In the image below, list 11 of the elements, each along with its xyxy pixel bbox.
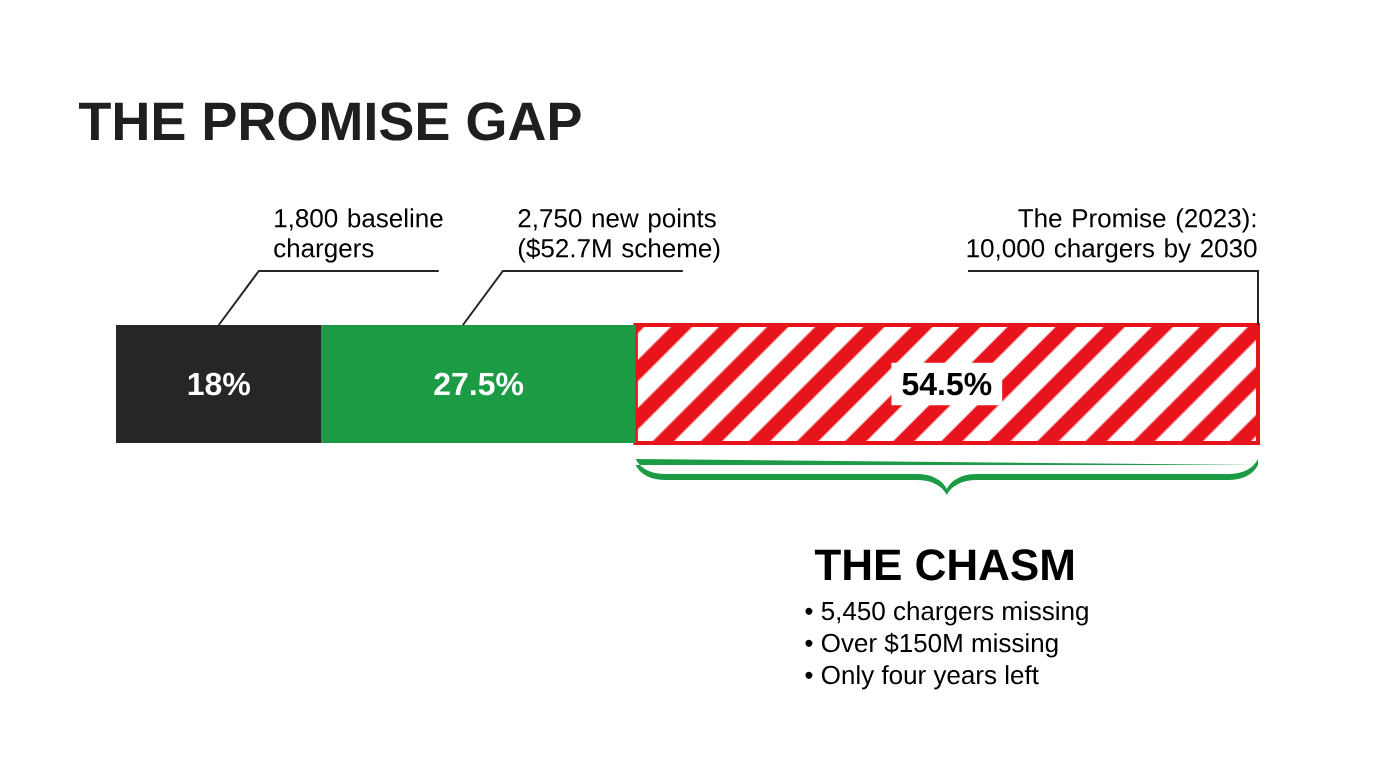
- text: • 5,450 chargers missing: [805, 601, 1088, 626]
- data-label: 18%: [188, 372, 250, 396]
- chart-title: THE PROMISE GAP: [79, 102, 581, 141]
- text: THE CHASM: [814, 549, 1073, 581]
- text: 2,750 new points ($52.7M scheme): [518, 208, 720, 263]
- text: • Over $150M missing: [805, 632, 1058, 658]
- text: The Promise (2023): 10,000 chargers by 2030: [967, 208, 1257, 263]
- data-label: 27.5%: [434, 372, 524, 396]
- data-label: 54.5%: [902, 372, 992, 396]
- text: 1,800 baseline chargers: [274, 208, 443, 263]
- text: • Only four years left: [805, 665, 1039, 690]
